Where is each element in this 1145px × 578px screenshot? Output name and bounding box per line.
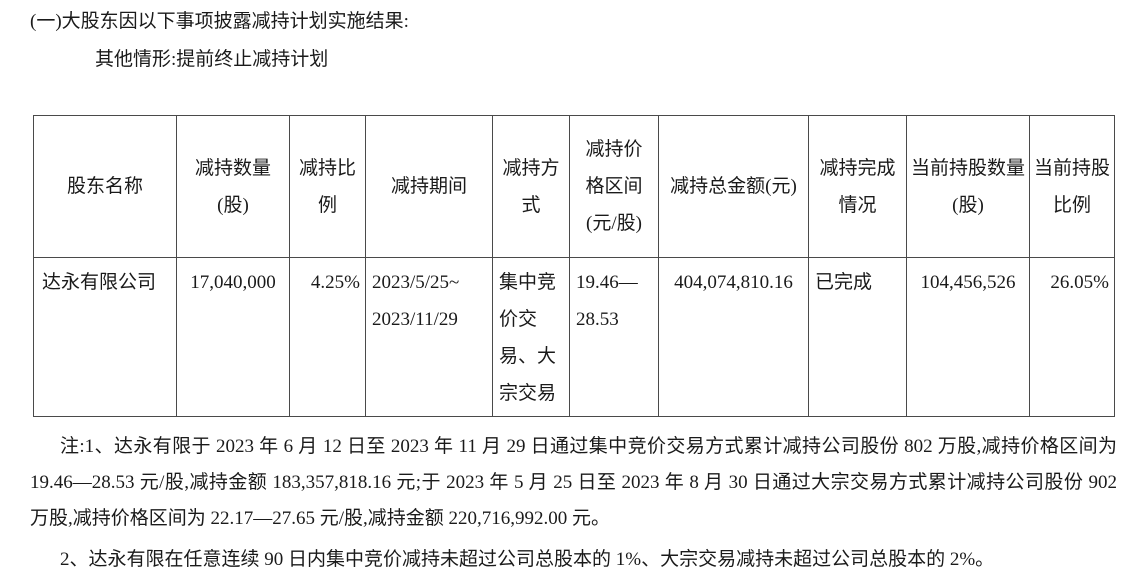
cell-reduction-ratio: 4.25% xyxy=(289,257,366,417)
cell-current-holding-ratio: 26.05% xyxy=(1029,257,1115,417)
col-header-reduction-method: 减持方式 xyxy=(492,115,570,258)
col-header-current-holding-ratio: 当前持股比例 xyxy=(1029,115,1115,258)
cell-total-amount: 404,074,810.16 xyxy=(658,257,809,417)
section-heading: (一)大股东因以下事项披露减持计划实施结果: xyxy=(30,11,409,32)
cell-shareholder-name: 达永有限公司 xyxy=(33,257,177,417)
cell-completion-status: 已完成 xyxy=(808,257,907,417)
reduction-results-table: 股东名称 减持数量(股) 减持比例 减持期间 减持方式 减持价格区间(元/股) … xyxy=(33,115,1115,417)
disclosure-document: (一)大股东因以下事项披露减持计划实施结果: 其他情形:提前终止减持计划 股东名… xyxy=(0,10,1145,578)
col-header-reduction-quantity: 减持数量(股) xyxy=(176,115,290,258)
col-header-reduction-period: 减持期间 xyxy=(365,115,493,258)
table-header-row: 股东名称 减持数量(股) 减持比例 减持期间 减持方式 减持价格区间(元/股) … xyxy=(33,115,1115,258)
col-header-completion-status: 减持完成情况 xyxy=(808,115,907,258)
col-header-total-amount: 减持总金额(元) xyxy=(658,115,809,258)
cell-reduction-quantity: 17,040,000 xyxy=(176,257,290,417)
col-header-current-holding-quantity: 当前持股数量(股) xyxy=(906,115,1030,258)
cell-reduction-method: 集中竞价交易、大宗交易 xyxy=(492,257,570,417)
col-header-shareholder-name: 股东名称 xyxy=(33,115,177,258)
footnote-2: 2、达永有限在任意连续 90 日内集中竞价减持未超过公司总股本的 1%、大宗交易… xyxy=(60,549,995,570)
footnote-1: 注:1、达永有限于 2023 年 6 月 12 日至 2023 年 11 月 2… xyxy=(30,436,1117,529)
cell-price-range: 19.46— 28.53 xyxy=(569,257,659,417)
subsection-line: 其他情形:提前终止减持计划 xyxy=(95,49,329,70)
col-header-reduction-ratio: 减持比例 xyxy=(289,115,366,258)
cell-reduction-period: 2023/5/25~ 2023/11/29 xyxy=(365,257,493,417)
cell-current-holding-quantity: 104,456,526 xyxy=(906,257,1030,417)
col-header-price-range: 减持价格区间(元/股) xyxy=(569,115,659,258)
table-row: 达永有限公司 17,040,000 4.25% 2023/5/25~ 2023/… xyxy=(33,257,1115,417)
